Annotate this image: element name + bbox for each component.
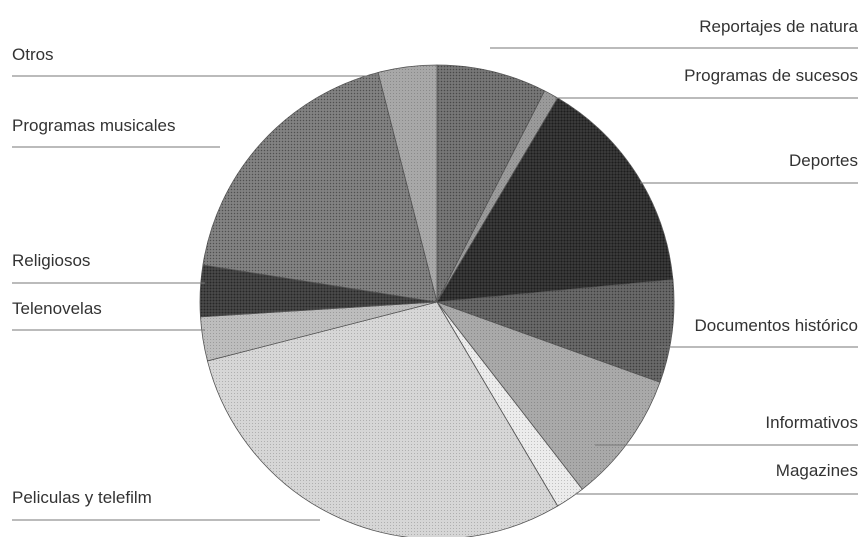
- pie-slice-texture-religiosos: [200, 264, 437, 317]
- leader-lines: [12, 47, 858, 521]
- pie-slice-texture-programas-de-sucesos: [437, 90, 558, 302]
- pie-slice-texture-telenovelas: [200, 302, 437, 361]
- slice-label-religiosos: Religiosos: [12, 251, 90, 270]
- slice-label-deportes: Deportes: [789, 151, 858, 170]
- pie-slice-texture-deportes: [437, 98, 673, 302]
- slice-label-programas-de-sucesos: Programas de sucesos: [684, 66, 858, 85]
- slice-labels: Reportajes de natura Programas de sucesos…: [12, 17, 859, 507]
- slice-label-magazines: Magazines: [776, 461, 858, 480]
- slice-label-documentos-historico: Documentos histórico: [695, 316, 858, 335]
- slice-label-peliculas-y-telefilm: Peliculas y telefilm: [12, 488, 152, 507]
- pie-slice-texture-programas-musicales: [202, 72, 437, 302]
- slice-label-telenovelas: Telenovelas: [12, 299, 102, 318]
- pie-slice-texture-peliculas-y-telefilm: [207, 302, 558, 537]
- slice-label-informativos: Informativos: [765, 413, 858, 432]
- pie-slices: [199, 64, 675, 537]
- slice-label-reportajes-de-natura: Reportajes de natura: [699, 17, 858, 36]
- pie-slice-texture-reportajes-de-natura: [437, 64, 545, 302]
- pie-slice-texture-otros: [378, 65, 437, 302]
- pie-slice-texture-informativos: [437, 302, 660, 490]
- pie-slice-texture-documentos-historico: [437, 279, 675, 383]
- slice-label-programas-musicales: Programas musicales: [12, 116, 175, 135]
- slice-label-otros: Otros: [12, 45, 54, 64]
- pie-slice-texture-magazines: [437, 302, 583, 506]
